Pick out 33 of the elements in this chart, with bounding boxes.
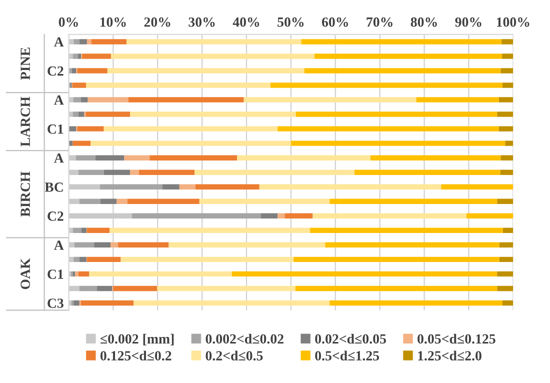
- legend-label: ≤0.002 [mm]: [100, 334, 174, 346]
- x-tick-label: 30%: [188, 17, 215, 27]
- y-tick-label: C1: [48, 124, 64, 134]
- text: BIRCH: [20, 172, 30, 217]
- text: OAK: [20, 258, 30, 290]
- y-tick-label: BC: [44, 182, 63, 192]
- x-tick-label: 80%: [410, 17, 437, 27]
- x-tick-label: 60%: [322, 17, 348, 27]
- y-tick-label: C2: [48, 66, 64, 76]
- x-tick-label: 100%: [496, 17, 530, 27]
- x-tick-label: 20%: [144, 17, 170, 27]
- text: LARCH: [20, 96, 30, 146]
- x-tick-label: 40%: [232, 17, 260, 27]
- legend-label: 0.5<d≤1.25: [315, 350, 380, 361]
- legend-label: 0.2<d≤0.5: [206, 350, 263, 361]
- x-tick-label: 70%: [366, 17, 392, 27]
- x-tick-label: 50%: [278, 17, 304, 27]
- y-tick-label: A: [54, 37, 64, 47]
- y-tick-label: A: [54, 95, 64, 105]
- y-tick-label: C2: [48, 212, 64, 221]
- x-tick-label: 90%: [455, 17, 482, 27]
- text: PINE: [20, 48, 30, 80]
- legend-label: 0.125<d≤0.2: [100, 350, 172, 361]
- legend-label: 1.25<d≤2.0: [418, 350, 482, 361]
- x-tick-label: 10%: [100, 17, 126, 27]
- legend-label: 0.02<d≤0.05: [315, 334, 386, 344]
- x-tick-label: 0%: [58, 17, 78, 27]
- y-tick-label: A: [54, 153, 64, 163]
- legend-label: 0.002<d≤0.02: [206, 334, 284, 344]
- y-tick-label: A: [54, 240, 64, 250]
- y-tick-label: C3: [48, 298, 64, 308]
- legend-label: 0.05<d≤0.125: [418, 334, 496, 344]
- y-tick-label: C1: [48, 270, 64, 279]
